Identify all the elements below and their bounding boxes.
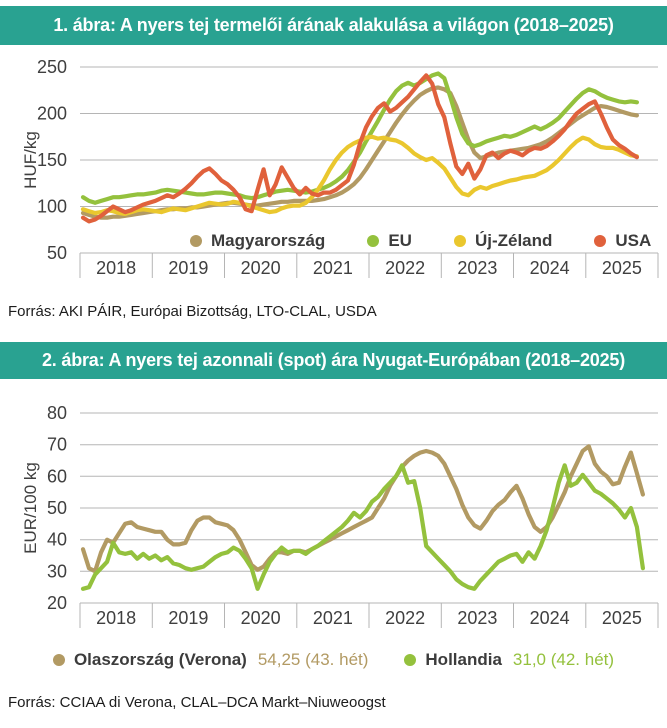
svg-text:60: 60 [47, 466, 67, 486]
legend-item-olaszorszag-verona: Olaszország (Verona) 54,25 (43. hét) [52, 650, 369, 670]
legend-item-magyarorszag: Magyarország [190, 231, 325, 251]
uj-zeland-legend-dot-icon [453, 235, 466, 247]
svg-text:2023: 2023 [457, 608, 497, 628]
svg-text:2018: 2018 [96, 608, 136, 628]
svg-text:2023: 2023 [457, 258, 497, 278]
svg-text:2021: 2021 [313, 258, 353, 278]
legend-item-hollandia: Hollandia 31,0 (42. hét) [404, 650, 614, 670]
figure1-line-chart: 50 100 150 200 250 2018 2019 2020 2021 2022 2023 20… [21, 57, 659, 278]
svg-text:2020: 2020 [241, 258, 281, 278]
svg-text:50: 50 [47, 498, 67, 518]
svg-text:2025: 2025 [602, 258, 642, 278]
hollandia-legend-dot-icon [404, 654, 417, 666]
svg-text:2018: 2018 [96, 258, 136, 278]
figure1-source: Forrás: AKI PÁIR, Európai Bizottság, LTO… [8, 303, 377, 320]
figure1-legend: Magyarország EU Új-Zéland USA [190, 231, 651, 251]
uj-zeland-legend-label: Új-Zéland [474, 231, 553, 250]
legend-item-usa: USA [594, 231, 651, 251]
svg-text:30: 30 [47, 561, 67, 581]
verona-latest-value: 54,25 (43. hét) [257, 650, 369, 669]
hollandia-latest-value: 31,0 (42. hét) [512, 650, 615, 669]
svg-text:2021: 2021 [313, 608, 353, 628]
eu-legend-dot-icon [367, 235, 380, 247]
svg-text:250: 250 [37, 57, 67, 77]
svg-text:70: 70 [47, 435, 67, 455]
legend-item-eu: EU [367, 231, 412, 251]
svg-text:2019: 2019 [168, 608, 208, 628]
legend-item-uj-zeland: Új-Zéland [453, 231, 553, 251]
figure2-header: 2. ábra: A nyers tej azonnali (spot) ára… [0, 342, 667, 379]
svg-text:20: 20 [47, 593, 67, 613]
svg-text:2024: 2024 [530, 258, 570, 278]
svg-text:EUR/100 kg: EUR/100 kg [21, 462, 40, 554]
usa-legend-label: USA [615, 231, 652, 250]
verona-legend-label: Olaszország (Verona) [73, 650, 247, 669]
svg-text:2020: 2020 [241, 608, 281, 628]
magyarorszag-legend-dot-icon [190, 235, 202, 247]
magyarorszag-legend-label: Magyarország [211, 231, 326, 250]
svg-text:80: 80 [47, 403, 67, 423]
svg-text:200: 200 [37, 104, 67, 124]
svg-text:2025: 2025 [602, 608, 642, 628]
svg-text:150: 150 [37, 150, 67, 170]
svg-text:2024: 2024 [530, 608, 570, 628]
figure2-line-chart: 20 30 40 50 60 70 80 2018 2019 2020 2021 2022 2023 20… [21, 403, 659, 628]
svg-text:2019: 2019 [168, 258, 208, 278]
verona-legend-dot-icon [52, 654, 65, 666]
usa-legend-dot-icon [594, 235, 607, 247]
svg-text:HUF/kg: HUF/kg [21, 131, 40, 189]
figure2-source: Forrás: CCIAA di Verona, CLAL–DCA Markt–… [8, 694, 386, 711]
svg-text:40: 40 [47, 530, 67, 550]
svg-text:50: 50 [47, 243, 67, 263]
svg-text:2022: 2022 [385, 258, 425, 278]
figure1-header: 1. ábra: A nyers tej termelői árának ala… [0, 6, 667, 45]
eu-legend-label: EU [388, 231, 412, 250]
svg-text:100: 100 [37, 197, 67, 217]
figure2-legend: Olaszország (Verona) 54,25 (43. hét) Hol… [0, 650, 667, 670]
svg-text:2022: 2022 [385, 608, 425, 628]
hollandia-legend-label: Hollandia [425, 650, 502, 669]
